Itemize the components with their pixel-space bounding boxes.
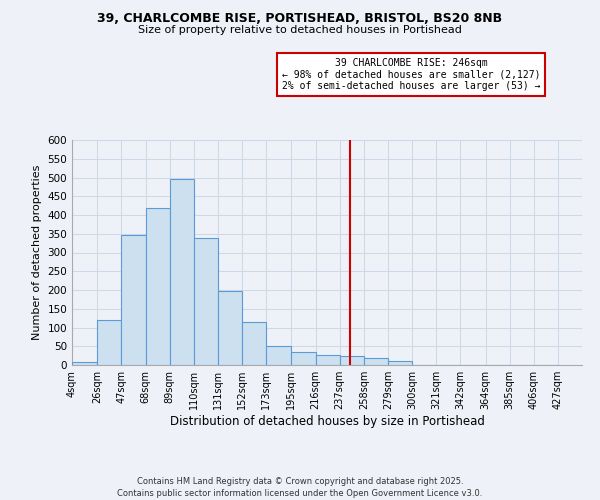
Text: Size of property relative to detached houses in Portishead: Size of property relative to detached ho… xyxy=(138,25,462,35)
Bar xyxy=(97,320,121,365)
Bar xyxy=(364,358,388,365)
Text: 39, CHARLCOMBE RISE, PORTISHEAD, BRISTOL, BS20 8NB: 39, CHARLCOMBE RISE, PORTISHEAD, BRISTOL… xyxy=(97,12,503,26)
Text: Contains HM Land Registry data © Crown copyright and database right 2025.: Contains HM Land Registry data © Crown c… xyxy=(137,478,463,486)
Text: Contains public sector information licensed under the Open Government Licence v3: Contains public sector information licen… xyxy=(118,489,482,498)
Bar xyxy=(266,346,292,365)
Y-axis label: Number of detached properties: Number of detached properties xyxy=(32,165,42,340)
Bar xyxy=(340,356,364,365)
Bar xyxy=(388,361,412,365)
Bar xyxy=(121,235,146,365)
Bar xyxy=(194,238,218,365)
Bar xyxy=(146,208,170,365)
Bar xyxy=(316,355,340,365)
Text: 39 CHARLCOMBE RISE: 246sqm
← 98% of detached houses are smaller (2,127)
2% of se: 39 CHARLCOMBE RISE: 246sqm ← 98% of deta… xyxy=(282,58,540,90)
Bar xyxy=(170,178,194,365)
Bar xyxy=(72,362,97,365)
X-axis label: Distribution of detached houses by size in Portishead: Distribution of detached houses by size … xyxy=(170,415,484,428)
Bar xyxy=(242,322,266,365)
Bar xyxy=(292,352,316,365)
Bar xyxy=(218,291,242,365)
